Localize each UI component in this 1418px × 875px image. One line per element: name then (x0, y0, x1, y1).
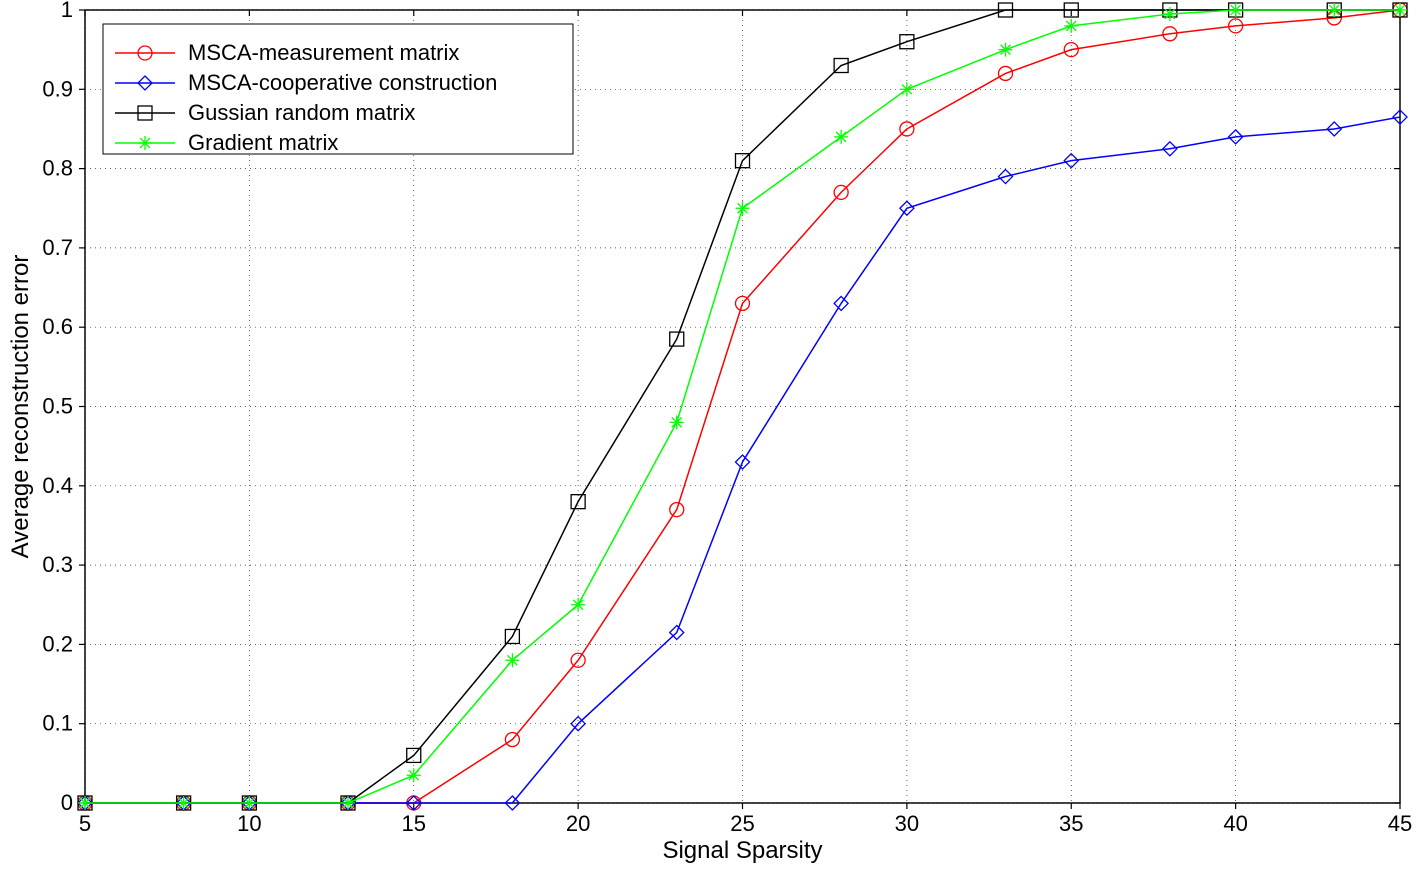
y-tick-label: 0.9 (42, 76, 73, 101)
x-tick-label: 45 (1388, 811, 1412, 836)
x-tick-label: 40 (1223, 811, 1247, 836)
y-tick-label: 0.4 (42, 473, 73, 498)
y-tick-label: 0.1 (42, 711, 73, 736)
x-tick-label: 30 (895, 811, 919, 836)
y-tick-label: 0.7 (42, 235, 73, 260)
y-tick-label: 0.6 (42, 314, 73, 339)
marker-gradient (341, 796, 355, 810)
legend-marker-gradient (138, 136, 152, 150)
marker-gradient (177, 796, 191, 810)
marker-gradient (407, 768, 421, 782)
y-tick-label: 0.5 (42, 394, 73, 419)
chart-container: 5 10 15 20 25 30 35 40 45 0 0.1 0.2 0.3 0.4 0.5 0.6 0.7 0… (0, 0, 1418, 875)
y-tick-label: 0.2 (42, 631, 73, 656)
legend-label-gradient: Gradient matrix (188, 130, 338, 155)
x-tick-label: 10 (237, 811, 261, 836)
x-tick-label: 35 (1059, 811, 1083, 836)
y-tick-label: 0 (61, 790, 73, 815)
x-tick-label: 15 (402, 811, 426, 836)
marker-gradient (670, 415, 684, 429)
x-axis-label: Signal Sparsity (662, 837, 822, 864)
marker-gradient (834, 130, 848, 144)
chart-svg: 5 10 15 20 25 30 35 40 45 0 0.1 0.2 0.3 0.4 0.5 0.6 0.7 0… (0, 0, 1418, 875)
marker-gradient (736, 201, 750, 215)
marker-gradient (571, 598, 585, 612)
x-tick-label: 25 (730, 811, 754, 836)
y-axis-label: Average reconstruction error (7, 255, 34, 559)
marker-gradient (242, 796, 256, 810)
marker-gradient (1327, 3, 1341, 17)
marker-gradient (78, 796, 92, 810)
legend-label-msca_cooperative: MSCA-cooperative construction (188, 70, 497, 95)
marker-gradient (1229, 3, 1243, 17)
x-tick-label: 5 (79, 811, 91, 836)
legend-label-msca_measurement: MSCA-measurement matrix (188, 40, 459, 65)
marker-gradient (1163, 7, 1177, 21)
marker-gradient (1064, 19, 1078, 33)
y-tick-label: 1 (61, 0, 73, 22)
y-tick-label: 0.3 (42, 552, 73, 577)
x-tick-label: 20 (566, 811, 590, 836)
legend-label-gaussian: Gussian random matrix (188, 100, 415, 125)
y-tick-label: 0.8 (42, 156, 73, 181)
marker-gradient (1393, 3, 1407, 17)
legend: MSCA-measurement matrix MSCA-cooperative … (103, 24, 573, 155)
